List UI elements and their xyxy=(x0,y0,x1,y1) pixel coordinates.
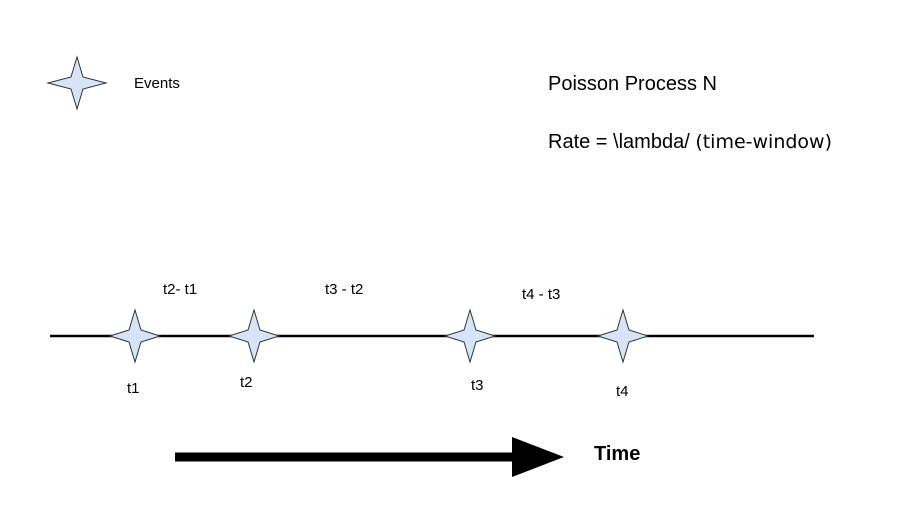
interval-label-t2-t1: t2- t1 xyxy=(163,281,198,298)
interval-label-t3-t2: t3 - t2 xyxy=(325,281,364,298)
event-markers xyxy=(108,308,650,364)
time-arrow-head xyxy=(512,437,564,477)
event-star-icon-t2 xyxy=(227,308,281,364)
event-star-icon-t3 xyxy=(443,308,497,364)
time-axis-label: Time xyxy=(594,443,641,465)
legend-label: Events xyxy=(134,75,180,92)
interval-label-t4-t3: t4 - t3 xyxy=(522,286,561,303)
event-star-icon-t4 xyxy=(596,308,650,364)
rate-formula: Rate = \lambda/ (time-window) xyxy=(548,132,832,152)
event-star-icon-t1 xyxy=(108,308,162,364)
process-title: Poisson Process N xyxy=(548,73,717,95)
event-label-t3: t3 xyxy=(471,377,484,394)
rate-formula-suffix: (time-window) xyxy=(695,131,833,153)
event-label-t2: t2 xyxy=(240,374,253,391)
event-label-t4: t4 xyxy=(616,383,629,400)
rate-formula-prefix: Rate = \lambda/ xyxy=(548,131,696,153)
event-label-t1: t1 xyxy=(127,380,140,397)
legend-star-icon xyxy=(46,55,108,111)
